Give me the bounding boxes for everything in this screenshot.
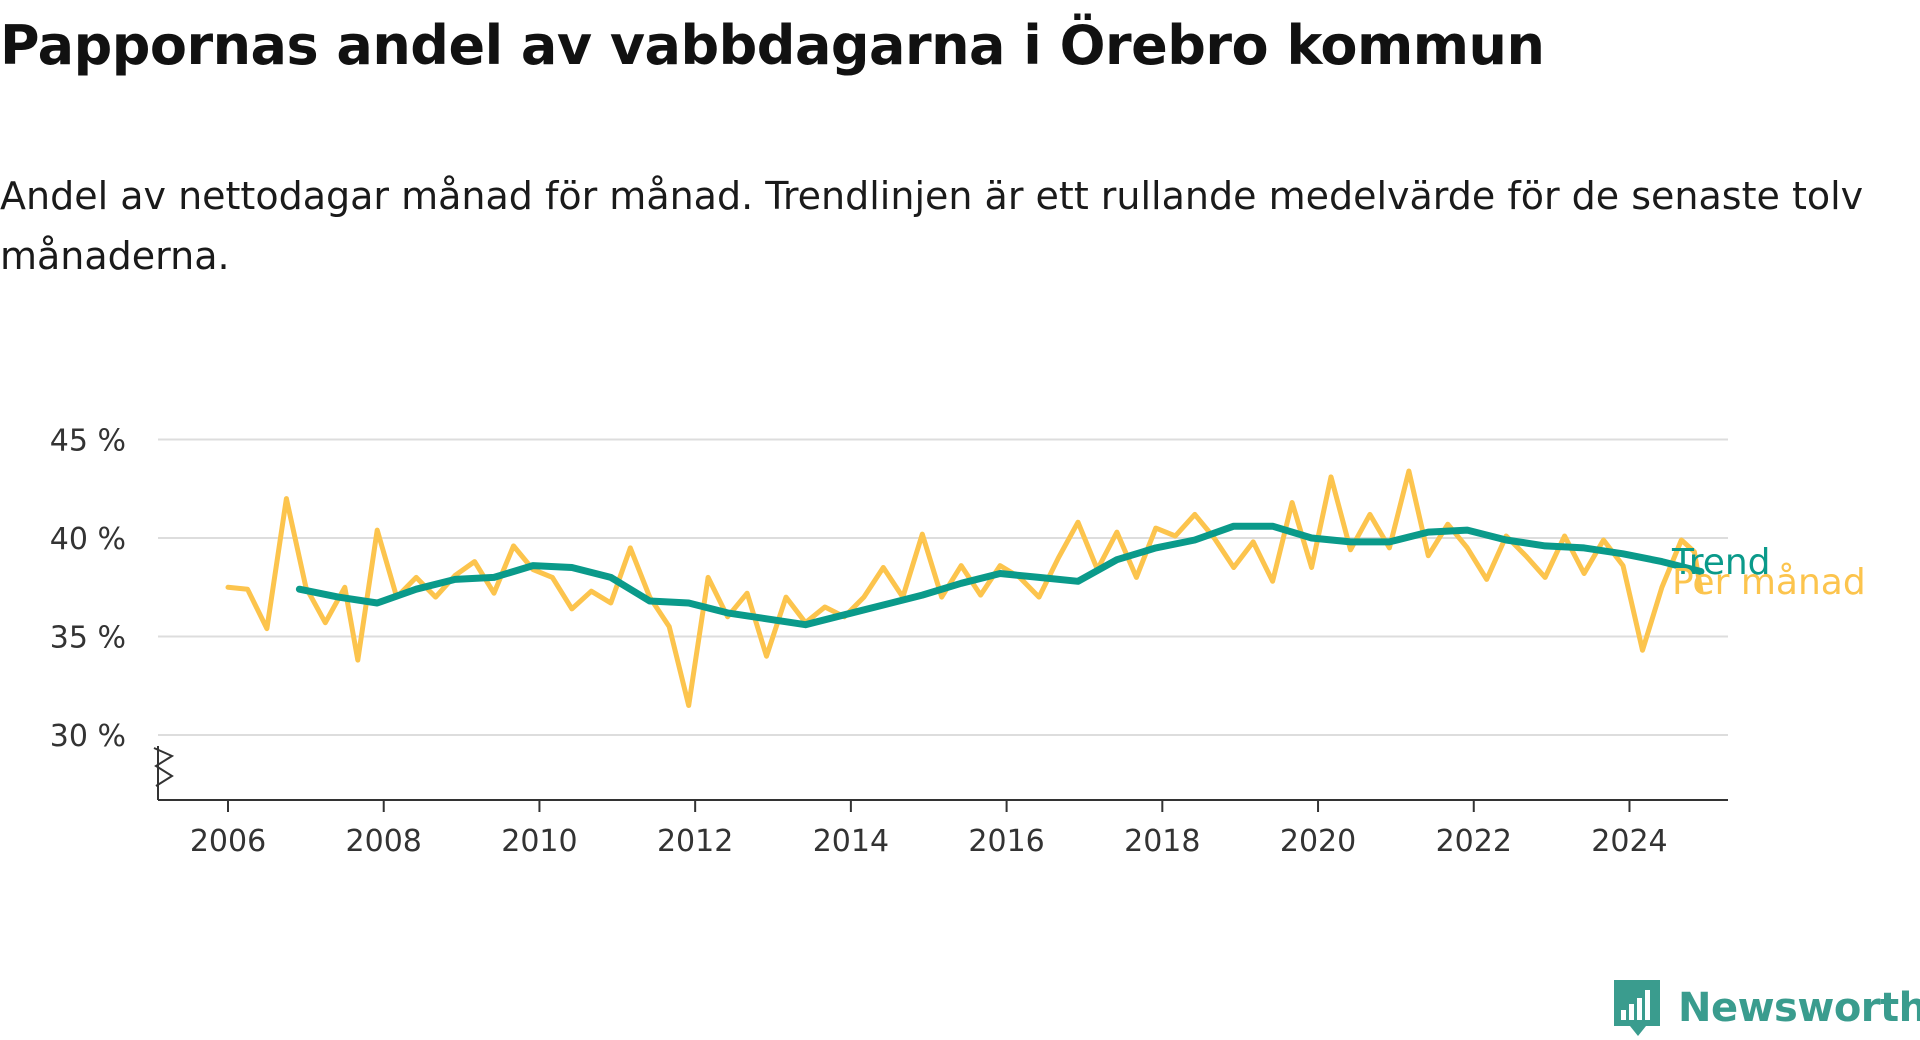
- x-tick-label: 2012: [657, 824, 733, 859]
- x-tick-label: 2024: [1591, 824, 1667, 859]
- x-tick-label: 2020: [1280, 824, 1356, 859]
- chart-axes: 30 % 35 % 40 % 45 % 2006 2008 2010 2012 2014 2016…: [50, 424, 1728, 859]
- legend-label-trend: Trend: [1671, 542, 1771, 583]
- brand-logo[interactable]: Newsworthy: [1612, 978, 1920, 1038]
- brand-name: Newsworthy: [1678, 985, 1920, 1031]
- grid-lines: [158, 438, 1728, 736]
- bar-chart-speech-bubble-icon: [1614, 980, 1660, 1036]
- legend-label-per-m-nad: Per månad: [1672, 562, 1866, 603]
- chart-title: Pappornas andel av vabbdagarna i Örebro …: [0, 14, 1545, 77]
- x-tick-label: 2022: [1436, 824, 1512, 859]
- series-line-trend: [295, 522, 1705, 629]
- y-tick-label: 35 %: [50, 621, 126, 656]
- y-tick-label: 45 %: [50, 424, 126, 459]
- y-tick-label: 40 %: [50, 522, 126, 557]
- x-tick-label: 2016: [968, 824, 1044, 859]
- y-tick-label: 30 %: [50, 719, 126, 754]
- axis-break-icon: [153, 747, 175, 787]
- series-lines: [225, 468, 1705, 708]
- x-tick-label: 2010: [501, 824, 577, 859]
- chart-subtitle: Andel av nettodagar månad för månad. Tre…: [0, 174, 1864, 278]
- x-tick-label: 2014: [813, 824, 889, 859]
- x-tick-label: 2008: [346, 824, 422, 859]
- x-tick-label: 2006: [190, 824, 266, 859]
- x-tick-label: 2018: [1124, 824, 1200, 859]
- series-line-per-m-nad: [225, 468, 1704, 708]
